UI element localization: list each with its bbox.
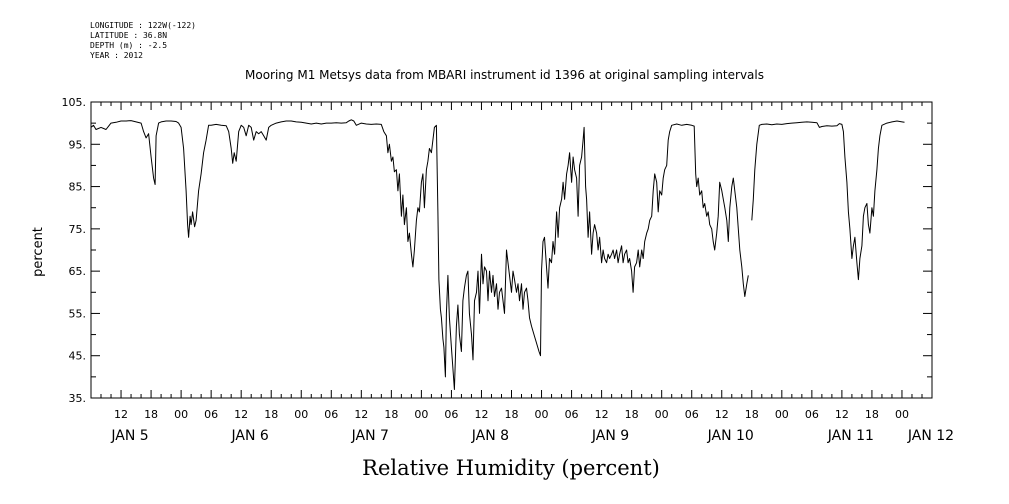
x-hour-label: 12 [234,408,248,421]
x-hour-label: 12 [595,408,609,421]
series-line [90,119,749,390]
y-axis: 35. 45. 55. 65. 75. 85. 95. 105. [62,96,932,405]
x-date-label: JAN 11 [827,428,874,444]
x-hour-label: 06 [324,408,338,421]
x-date-label: JAN 12 [907,428,954,444]
x-hour-label: 12 [474,408,488,421]
x-hour-label: 18 [865,408,879,421]
x-hour-label: 12 [715,408,729,421]
x-hour-label: 12 [835,408,849,421]
y-tick-label: 35. [69,392,87,405]
x-date-label: JAN 7 [351,428,389,444]
x-hour-label: 18 [625,408,639,421]
x-hour-label: 18 [144,408,158,421]
x-hour-label: 18 [384,408,398,421]
x-date-label: JAN 6 [231,428,269,444]
x-date-label: JAN 10 [707,428,754,444]
depth-label: DEPTH (m) : -2.5 [90,41,168,50]
x-hour-label: 18 [264,408,278,421]
plot-frame [90,101,933,399]
y-axis-label: percent [31,227,46,277]
x-hour-label: 06 [805,408,819,421]
latitude-label: LATITUDE : 36.8N [90,31,168,40]
series-group [90,119,905,390]
y-tick-label: 95. [69,138,87,151]
x-hour-label: 18 [505,408,519,421]
x-date-label: JAN 5 [110,428,148,444]
x-axis-label: Relative Humidity (percent) [362,456,660,480]
x-date-label: JAN 9 [591,428,629,444]
x-hour-label: 00 [414,408,428,421]
x-hour-label: 06 [444,408,458,421]
y-tick-label: 75. [69,223,87,236]
x-axis: 12 18 00 06 12 18 00 06 12 18 00 06 12 18 00 06 12 18 00 06… [90,102,954,444]
x-hour-label: 12 [114,408,128,421]
x-hour-label: 06 [204,408,218,421]
y-tick-label: 55. [69,307,87,320]
y-tick-label: 105. [62,96,87,109]
x-hour-label: 06 [685,408,699,421]
y-tick-label: 45. [69,350,87,363]
series-line [751,120,905,281]
x-hour-label: 00 [294,408,308,421]
y-tick-label: 85. [69,181,87,194]
year-label: YEAR : 2012 [90,51,143,60]
longitude-label: LONGITUDE : 122W(-122) [90,21,196,30]
x-hour-label: 00 [895,408,909,421]
y-tick-label: 65. [69,265,87,278]
chart-title: Mooring M1 Metsys data from MBARI instru… [245,68,764,82]
x-hour-label: 18 [745,408,759,421]
x-date-label: JAN 8 [471,428,509,444]
x-hour-label: 06 [565,408,579,421]
x-hour-label: 00 [775,408,789,421]
x-hour-label: 00 [174,408,188,421]
x-hour-label: 00 [655,408,669,421]
metadata-block: LONGITUDE : 122W(-122) LATITUDE : 36.8N … [90,21,196,61]
x-hour-label: 12 [354,408,368,421]
x-hour-label: 00 [535,408,549,421]
